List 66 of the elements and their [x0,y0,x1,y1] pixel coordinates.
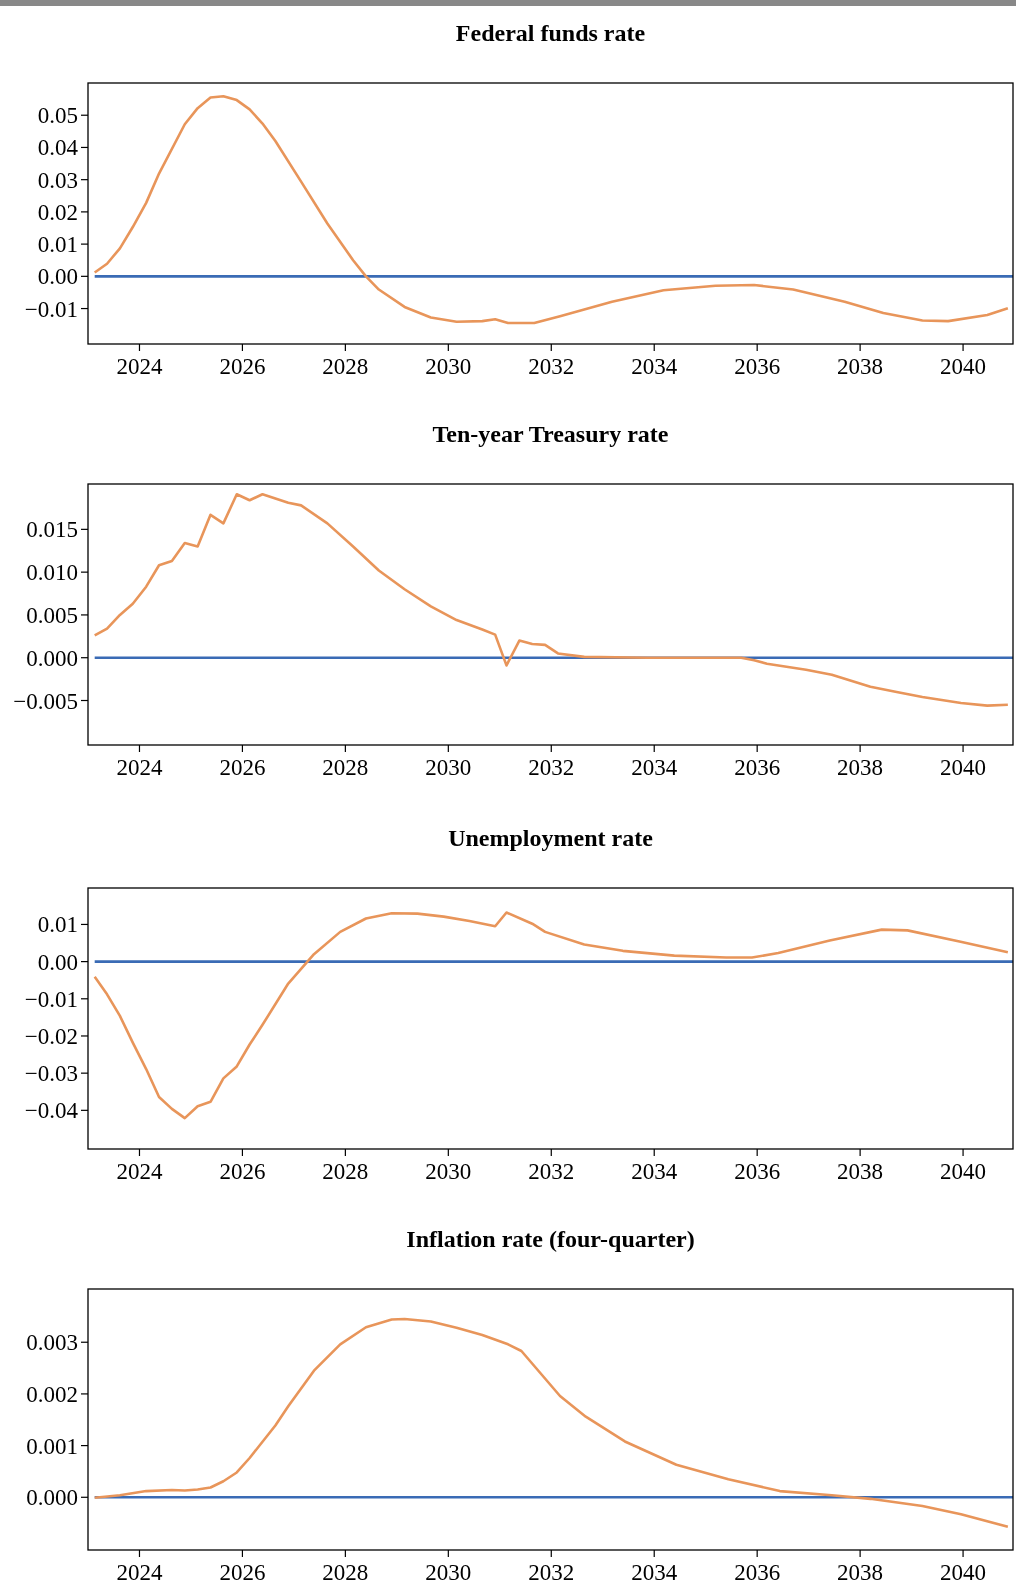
x-tick-label: 2030 [425,354,472,379]
x-tick-label: 2024 [116,755,163,780]
x-tick-label: 2036 [734,354,781,379]
x-tick-label: 2034 [631,755,678,780]
x-tick-label: 2024 [116,354,163,379]
y-tick-label: 0.003 [26,1330,78,1356]
chart-title: Federal funds rate [455,20,646,46]
y-tick-label: 0.00 [37,264,78,290]
x-tick-label: 2036 [734,755,781,780]
y-tick-label: −0.01 [24,986,78,1012]
x-tick-label: 2034 [631,1159,678,1184]
y-tick-label: 0.000 [26,1485,78,1511]
x-tick-label: 2028 [322,1159,369,1184]
y-tick-label: 0.000 [26,645,78,671]
x-tick-label: 2032 [528,1159,575,1184]
x-tick-label: 2038 [837,1159,884,1184]
x-tick-label: 2030 [425,755,472,780]
x-tick-label: 2026 [219,755,266,780]
y-tick-label: 0.00 [37,949,78,975]
x-tick-label: 2032 [528,755,575,780]
x-tick-label: 2038 [837,755,884,780]
y-tick-label: −0.01 [24,296,78,322]
y-tick-label: −0.03 [24,1061,78,1087]
x-tick-label: 2026 [219,1560,266,1583]
x-tick-label: 2028 [322,755,369,780]
x-tick-label: 2030 [425,1159,472,1184]
line-series [93,94,1010,325]
y-tick-label: 0.001 [26,1433,78,1459]
x-tick-label: 2038 [837,354,884,379]
x-tick-label: 2024 [116,1560,163,1583]
y-tick-label: 0.02 [37,199,78,225]
x-tick-label: 2032 [528,354,575,379]
x-tick-label: 2024 [116,1159,163,1184]
x-tick-label: 2036 [734,1159,781,1184]
y-tick-label: 0.05 [37,103,78,129]
x-tick-label: 2034 [631,1560,678,1583]
x-tick-label: 2026 [219,1159,266,1184]
y-tick-label: −0.005 [13,688,78,714]
x-tick-label: 2030 [425,1560,472,1583]
y-tick-label: 0.01 [37,912,78,938]
y-tick-label: 0.005 [26,602,78,628]
chart-title: Ten-year Treasury rate [432,421,669,447]
x-tick-label: 2040 [940,1560,987,1583]
x-tick-label: 2040 [940,354,987,379]
x-tick-label: 2028 [322,1560,369,1583]
x-tick-label: 2036 [734,1560,781,1583]
line-series [93,1317,1010,1529]
x-tick-label: 2028 [322,354,369,379]
x-tick-label: 2040 [940,1159,987,1184]
chart-title: Unemployment rate [448,825,654,851]
y-tick-label: 0.03 [37,167,78,193]
y-tick-label: 0.002 [26,1381,78,1407]
chart-title: Inflation rate (four-quarter) [406,1226,695,1252]
y-tick-label: 0.01 [37,232,78,258]
x-tick-label: 2034 [631,354,678,379]
x-tick-label: 2032 [528,1560,575,1583]
y-tick-label: 0.010 [26,560,78,586]
line-series [93,911,1010,1120]
y-tick-label: 0.04 [37,135,79,161]
y-tick-label: −0.04 [24,1098,79,1124]
y-tick-label: −0.02 [24,1024,78,1050]
x-tick-label: 2026 [219,354,266,379]
x-tick-label: 2040 [940,755,987,780]
line-series [93,492,1010,707]
x-tick-label: 2038 [837,1560,884,1583]
y-tick-label: 0.015 [26,517,78,543]
